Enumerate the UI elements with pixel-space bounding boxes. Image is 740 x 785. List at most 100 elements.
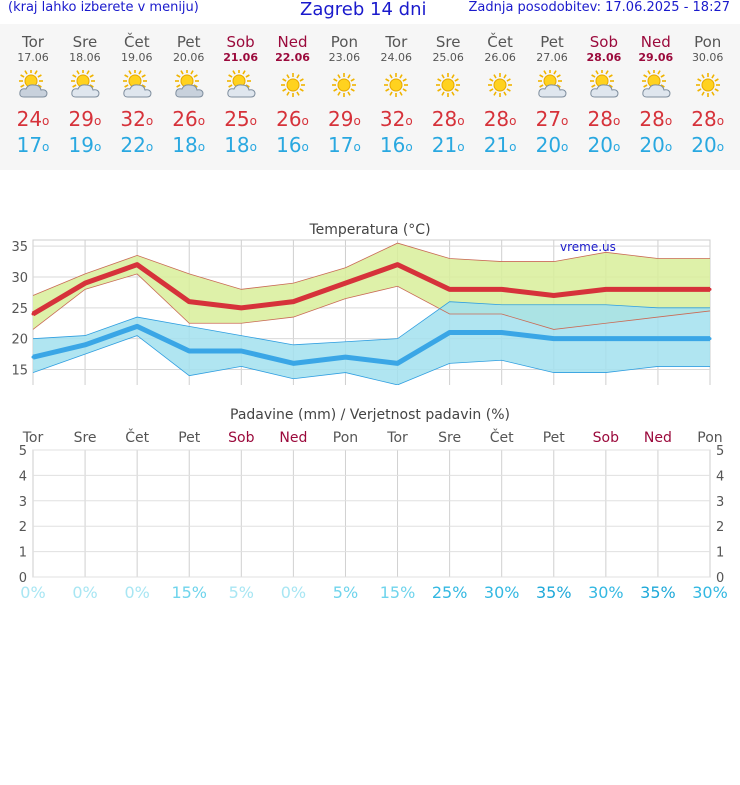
precipitation-probability: 30% — [484, 583, 520, 602]
data-point — [83, 343, 87, 347]
precipitation-probability: 25% — [432, 583, 468, 602]
sun-icon — [370, 65, 422, 105]
day-column: Pet 27.06 27o 20o — [526, 24, 578, 161]
precipitation-probability: 5% — [229, 583, 254, 602]
min-temperature-line — [32, 323, 710, 366]
day-name: Sob — [589, 33, 618, 51]
y-tick-label-right: 5 — [716, 444, 724, 459]
min-temperature-range-band — [33, 301, 710, 385]
y-tick-label-left: 1 — [19, 546, 27, 561]
day-name: Čet — [124, 33, 150, 51]
data-point — [500, 331, 504, 334]
range-edge-line — [32, 273, 711, 330]
day-axis-label: Sre — [438, 430, 461, 446]
day-name: Pet — [176, 33, 201, 51]
day-axis-label: Tor — [22, 430, 44, 446]
precipitation-probability: 30% — [588, 583, 624, 602]
max-temperature: 32o — [379, 107, 413, 131]
day-date: 18.06 — [69, 51, 101, 64]
min-temperature: 20o — [639, 133, 673, 157]
day-date: 29.06 — [638, 51, 674, 64]
day-date: 19.06 — [121, 51, 153, 64]
sun-icon — [267, 65, 319, 105]
min-temperature: 21o — [431, 133, 465, 157]
max-temperature: 28o — [587, 107, 621, 131]
day-name: Sre — [72, 33, 98, 51]
data-point — [83, 281, 87, 285]
y-tick-label-right: 3 — [716, 495, 724, 510]
day-axis-label: Tor — [386, 430, 408, 446]
range-edge-line — [32, 335, 710, 385]
max-temperature-line — [31, 262, 710, 317]
data-point — [343, 281, 347, 285]
data-point — [239, 306, 243, 310]
day-column: Tor 17.06 24o 17o — [7, 24, 59, 161]
sun-icon — [682, 65, 734, 105]
temperature-chart: 15 20 25 30 35 Temperatura (°C) vreme.us — [11, 222, 712, 385]
max-temperature: 28o — [431, 107, 465, 131]
day-axis-label: Ned — [279, 430, 307, 446]
day-name: Čet — [487, 33, 513, 51]
max-temperature: 24o — [16, 107, 50, 131]
min-temperature: 19o — [68, 133, 102, 157]
range-edge-line — [32, 301, 710, 346]
day-column: Tor 24.06 32o 16o — [370, 24, 422, 161]
data-point — [448, 331, 452, 334]
data-point — [135, 263, 139, 267]
day-date: 22.06 — [275, 51, 310, 64]
data-point — [291, 361, 295, 365]
y-tick-label-left: 0 — [19, 571, 27, 586]
day-date: 17.06 — [17, 51, 49, 64]
day-axis-label: Sob — [593, 430, 619, 446]
max-temperature: 32o — [120, 107, 154, 131]
day-name: Pon — [694, 33, 722, 51]
data-point — [31, 355, 35, 359]
data-point — [604, 287, 608, 291]
data-point — [396, 361, 400, 365]
day-column: Sre 18.06 29o 19o — [59, 24, 111, 161]
y-tick-label-left: 3 — [19, 495, 27, 510]
y-tick-label-left: 2 — [19, 520, 27, 535]
data-point — [135, 324, 139, 328]
day-axis-label: Sre — [74, 430, 97, 446]
day-name: Pon — [330, 33, 358, 51]
data-point — [31, 312, 35, 316]
day-axis-label: Sob — [228, 430, 254, 446]
min-temperature: 20o — [691, 133, 725, 157]
day-axis-label: Pon — [697, 430, 722, 446]
max-temperature: 28o — [483, 107, 517, 131]
day-name: Tor — [385, 33, 408, 51]
day-name: Tor — [22, 33, 44, 51]
max-temperature: 26o — [172, 107, 206, 131]
precipitation-probability: 15% — [380, 583, 416, 602]
day-date: 21.06 — [223, 51, 258, 64]
precipitation-probability: 30% — [692, 583, 728, 602]
precipitation-probability: 0% — [281, 583, 306, 602]
sun-cloud-icon — [578, 65, 630, 105]
min-temperature: 17o — [16, 133, 50, 157]
day-axis-label: Čet — [490, 428, 514, 446]
day-date: 28.06 — [586, 51, 622, 64]
day-name: Sre — [435, 33, 461, 51]
day-axis-label: Pet — [178, 430, 201, 446]
min-temperature: 18o — [224, 133, 257, 157]
sun-cloud-icon — [526, 65, 578, 105]
day-axis-label: Čet — [125, 428, 149, 446]
data-point — [500, 287, 504, 291]
data-point — [396, 263, 400, 267]
data-point — [343, 355, 347, 359]
sun-cloud-icon — [215, 65, 267, 105]
y-tick-label: 35 — [11, 240, 28, 255]
min-temperature: 16o — [379, 133, 413, 157]
data-point — [552, 294, 556, 297]
day-column: Sre 25.06 28o 21o — [422, 24, 474, 161]
last-update: Zadnja posodobitev: 17.06.2025 - 18:27 — [468, 0, 730, 15]
watermark: vreme.us — [560, 240, 616, 254]
day-date: 30.06 — [691, 51, 724, 64]
y-tick-label: 20 — [11, 333, 28, 348]
day-column: Čet 19.06 32o 22o — [111, 24, 163, 161]
min-temperature: 22o — [120, 133, 154, 157]
temperature-chart-title: Temperatura (°C) — [308, 222, 430, 238]
day-column: Sob 21.06 25o 18o — [215, 24, 267, 161]
partly-cloudy-icon — [7, 65, 59, 105]
